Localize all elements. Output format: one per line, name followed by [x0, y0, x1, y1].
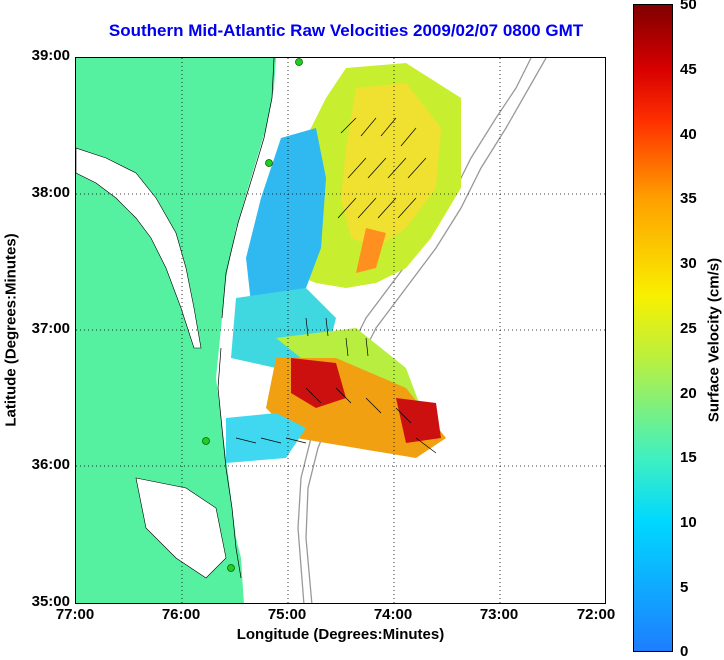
y-tick: 39:00	[31, 47, 70, 64]
station-marker	[227, 564, 235, 572]
y-tick: 37:00	[31, 320, 70, 337]
colorbar-tick: 50	[680, 0, 697, 13]
y-tick: 38:00	[31, 184, 70, 201]
velocity-patch-north-core	[341, 83, 441, 248]
colorbar-tick: 15	[680, 449, 697, 466]
velocity-patch-north-fast	[356, 228, 386, 273]
colorbar-tick: 5	[680, 579, 689, 596]
y-axis-label: Latitude (Degrees:Minutes)	[2, 233, 20, 427]
station-marker	[295, 58, 303, 66]
velocity-patch-southwest	[226, 413, 306, 463]
colorbar-tick: 10	[680, 514, 697, 531]
map-plot-area	[75, 57, 606, 604]
y-tick: 36:00	[31, 456, 70, 473]
velocity-patch-south-core	[291, 358, 346, 408]
velocity-patch-west-slow	[246, 128, 326, 308]
velocity-field	[226, 63, 461, 463]
colorbar-tick: 30	[680, 255, 697, 272]
x-tick: 72:00	[576, 606, 616, 623]
colorbar-label: Surface Velocity (cm/s)	[705, 257, 723, 423]
colorbar	[633, 4, 673, 652]
x-tick: 75:00	[267, 606, 307, 623]
radar-stations	[202, 58, 303, 572]
x-tick: 73:00	[479, 606, 519, 623]
colorbar-tick: 0	[680, 643, 689, 660]
colorbar-tick: 20	[680, 385, 697, 402]
velocity-patch-southeast-core	[396, 398, 441, 443]
y-tick: 35:00	[31, 593, 70, 610]
x-tick: 74:00	[373, 606, 413, 623]
station-marker	[202, 437, 210, 445]
colorbar-tick: 25	[680, 320, 697, 337]
station-marker	[265, 159, 273, 167]
map-canvas	[76, 58, 605, 603]
lat-lon-grid	[76, 58, 605, 603]
delmarva-coast	[217, 58, 275, 579]
colorbar-tick: 35	[680, 190, 697, 207]
chesapeake-bay	[76, 147, 202, 349]
x-tick: 77:00	[55, 606, 95, 623]
map-title: Southern Mid-Atlantic Raw Velocities 200…	[108, 21, 584, 40]
x-axis-label: Longitude (Degrees:Minutes)	[236, 626, 445, 643]
bathymetry-contours	[297, 58, 547, 603]
pamlico-sound	[135, 477, 227, 579]
x-tick: 76:00	[161, 606, 201, 623]
velocity-vectors	[235, 117, 437, 454]
colorbar-tick: 40	[680, 126, 697, 143]
colorbar-tick: 45	[680, 61, 697, 78]
